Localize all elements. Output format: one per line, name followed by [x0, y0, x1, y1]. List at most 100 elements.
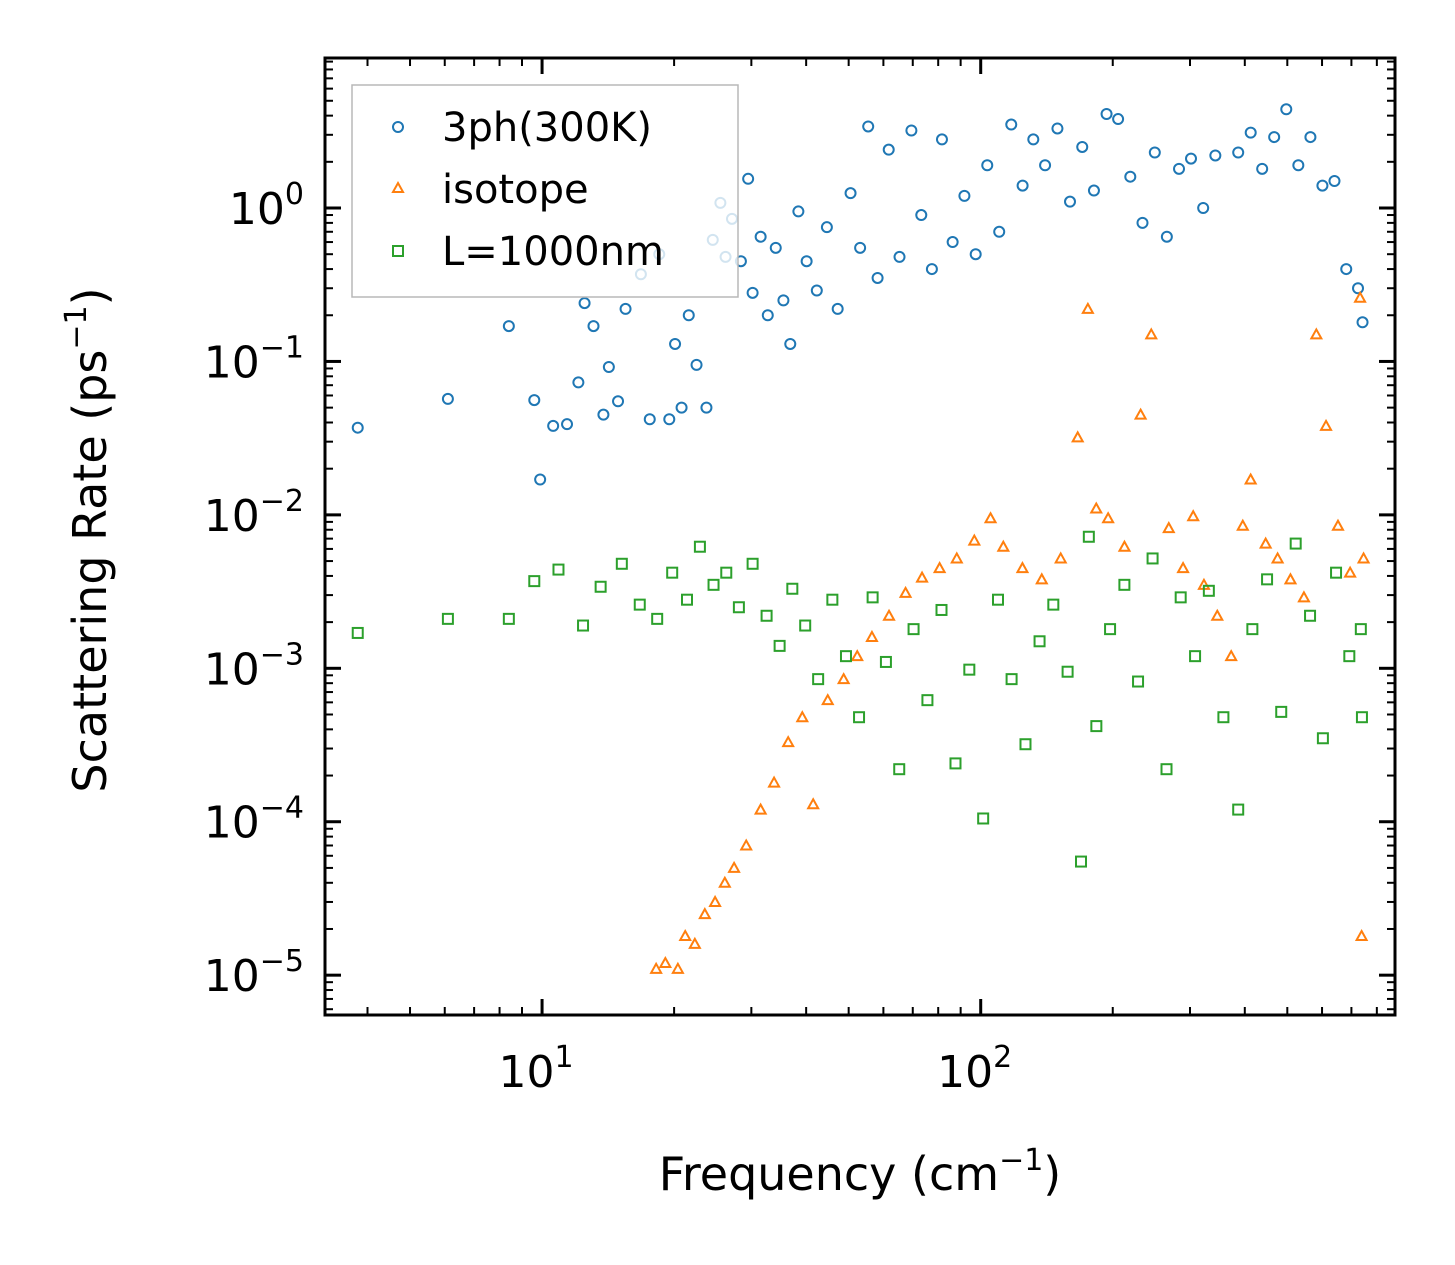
data-point-square: [1019, 738, 1032, 751]
data-point-square: [1061, 665, 1074, 678]
data-point-square: [594, 580, 607, 593]
data-point-square: [528, 575, 541, 588]
data-point-circle: [1268, 131, 1281, 144]
data-point-circle: [561, 418, 574, 431]
data-point-circle: [1328, 174, 1341, 187]
data-point-circle: [935, 133, 948, 146]
data-point-square: [1289, 537, 1302, 550]
data-point-circle: [1244, 126, 1257, 139]
data-point-triangle: [865, 629, 879, 642]
y-tick-label: 10−3: [204, 637, 304, 695]
data-point-triangle: [1101, 511, 1115, 524]
data-point-square: [1343, 650, 1356, 663]
legend-label-3ph: 3ph(300K): [442, 105, 652, 151]
data-point-circle: [792, 205, 805, 218]
data-point-circle: [690, 358, 703, 371]
legend-label-isotope: isotope: [442, 167, 589, 213]
x-tick-label: 101: [499, 1040, 574, 1098]
data-point-triangle: [983, 511, 998, 524]
data-point-square: [1202, 584, 1215, 597]
data-point-circle: [905, 124, 918, 137]
data-point-circle: [810, 284, 823, 297]
data-point-square: [1005, 673, 1018, 686]
data-point-circle: [893, 250, 906, 263]
data-point-circle: [534, 473, 547, 486]
data-point-circle: [1064, 195, 1077, 208]
data-point-triangle: [1186, 509, 1200, 522]
data-point-square: [1330, 566, 1343, 579]
data-point-circle: [746, 286, 759, 299]
data-point-triangle: [671, 961, 685, 974]
data-point-triangle: [753, 802, 768, 815]
data-point-square: [826, 593, 839, 606]
data-point-triangle: [1133, 407, 1148, 420]
data-point-square: [1160, 763, 1173, 776]
data-point-circle: [784, 337, 797, 350]
data-point-square: [680, 593, 693, 606]
data-point-square: [760, 609, 773, 622]
data-point-square: [732, 601, 745, 614]
data-point-square: [1075, 855, 1088, 868]
data-point-square: [502, 612, 515, 625]
data-point-square: [799, 619, 812, 632]
data-point-triangle: [739, 838, 753, 851]
data-point-circle: [351, 421, 364, 434]
data-point-circle: [1209, 149, 1222, 162]
data-point-triangle: [967, 533, 982, 546]
data-point-circle: [1051, 122, 1064, 135]
data-point-square: [1104, 623, 1117, 636]
data-point-triangle: [1356, 551, 1371, 564]
data-point-triangle: [1081, 301, 1095, 314]
data-point-square: [1146, 552, 1159, 565]
data-point-square: [1132, 675, 1145, 688]
data-point-triangle: [1353, 290, 1367, 303]
data-point-circle: [754, 230, 767, 243]
data-point-circle: [1280, 103, 1293, 116]
data-point-circle: [612, 395, 625, 408]
data-point-square: [1316, 732, 1329, 745]
data-point-triangle: [1089, 501, 1103, 514]
data-point-triangle: [915, 570, 929, 583]
data-point-triangle: [795, 710, 810, 723]
y-axis-title: Scattering Rate (ps−1): [59, 287, 117, 792]
data-point-square: [1047, 598, 1060, 611]
x-axis-title: Frequency (cm−1): [659, 1143, 1062, 1201]
data-point-circle: [602, 360, 615, 373]
data-point-circle: [643, 413, 656, 426]
data-point-triangle: [806, 797, 820, 810]
data-point-square: [577, 619, 590, 632]
data-point-square: [1275, 705, 1288, 718]
data-point-circle: [1124, 170, 1137, 183]
data-point-square: [1217, 711, 1230, 724]
data-point-circle: [871, 271, 884, 284]
data-point-circle: [1304, 131, 1317, 144]
data-point-circle: [969, 248, 982, 261]
data-point-circle: [742, 172, 755, 185]
data-point-circle: [993, 225, 1006, 238]
data-point-triangle: [850, 649, 864, 662]
data-point-triangle: [932, 561, 947, 574]
data-point-square: [707, 578, 720, 591]
data-point-triangle: [950, 551, 964, 564]
data-point-triangle: [708, 894, 722, 907]
data-point-triangle: [1331, 518, 1345, 531]
y-tick-label: 10−4: [204, 791, 304, 849]
series-triangle: [649, 290, 1371, 974]
data-point-circle: [1292, 159, 1305, 172]
tick-labels: 101 102 100 10−1 10−2 10−3 10−4 10−5: [204, 177, 1012, 1098]
data-point-square: [1082, 530, 1095, 543]
data-point-square: [720, 566, 733, 579]
data-point-circle: [700, 401, 713, 414]
data-point-triangle: [767, 775, 781, 788]
data-point-circle: [1039, 159, 1052, 172]
data-point-circle: [1148, 146, 1161, 159]
data-point-square: [615, 557, 628, 570]
data-point-circle: [578, 297, 591, 310]
data-point-square: [1354, 623, 1367, 636]
data-point-triangle: [678, 928, 692, 941]
data-point-circle: [1112, 113, 1125, 126]
y-tick-label: 10−2: [204, 484, 304, 542]
data-point-triangle: [1354, 928, 1369, 941]
data-point-square: [773, 639, 786, 652]
